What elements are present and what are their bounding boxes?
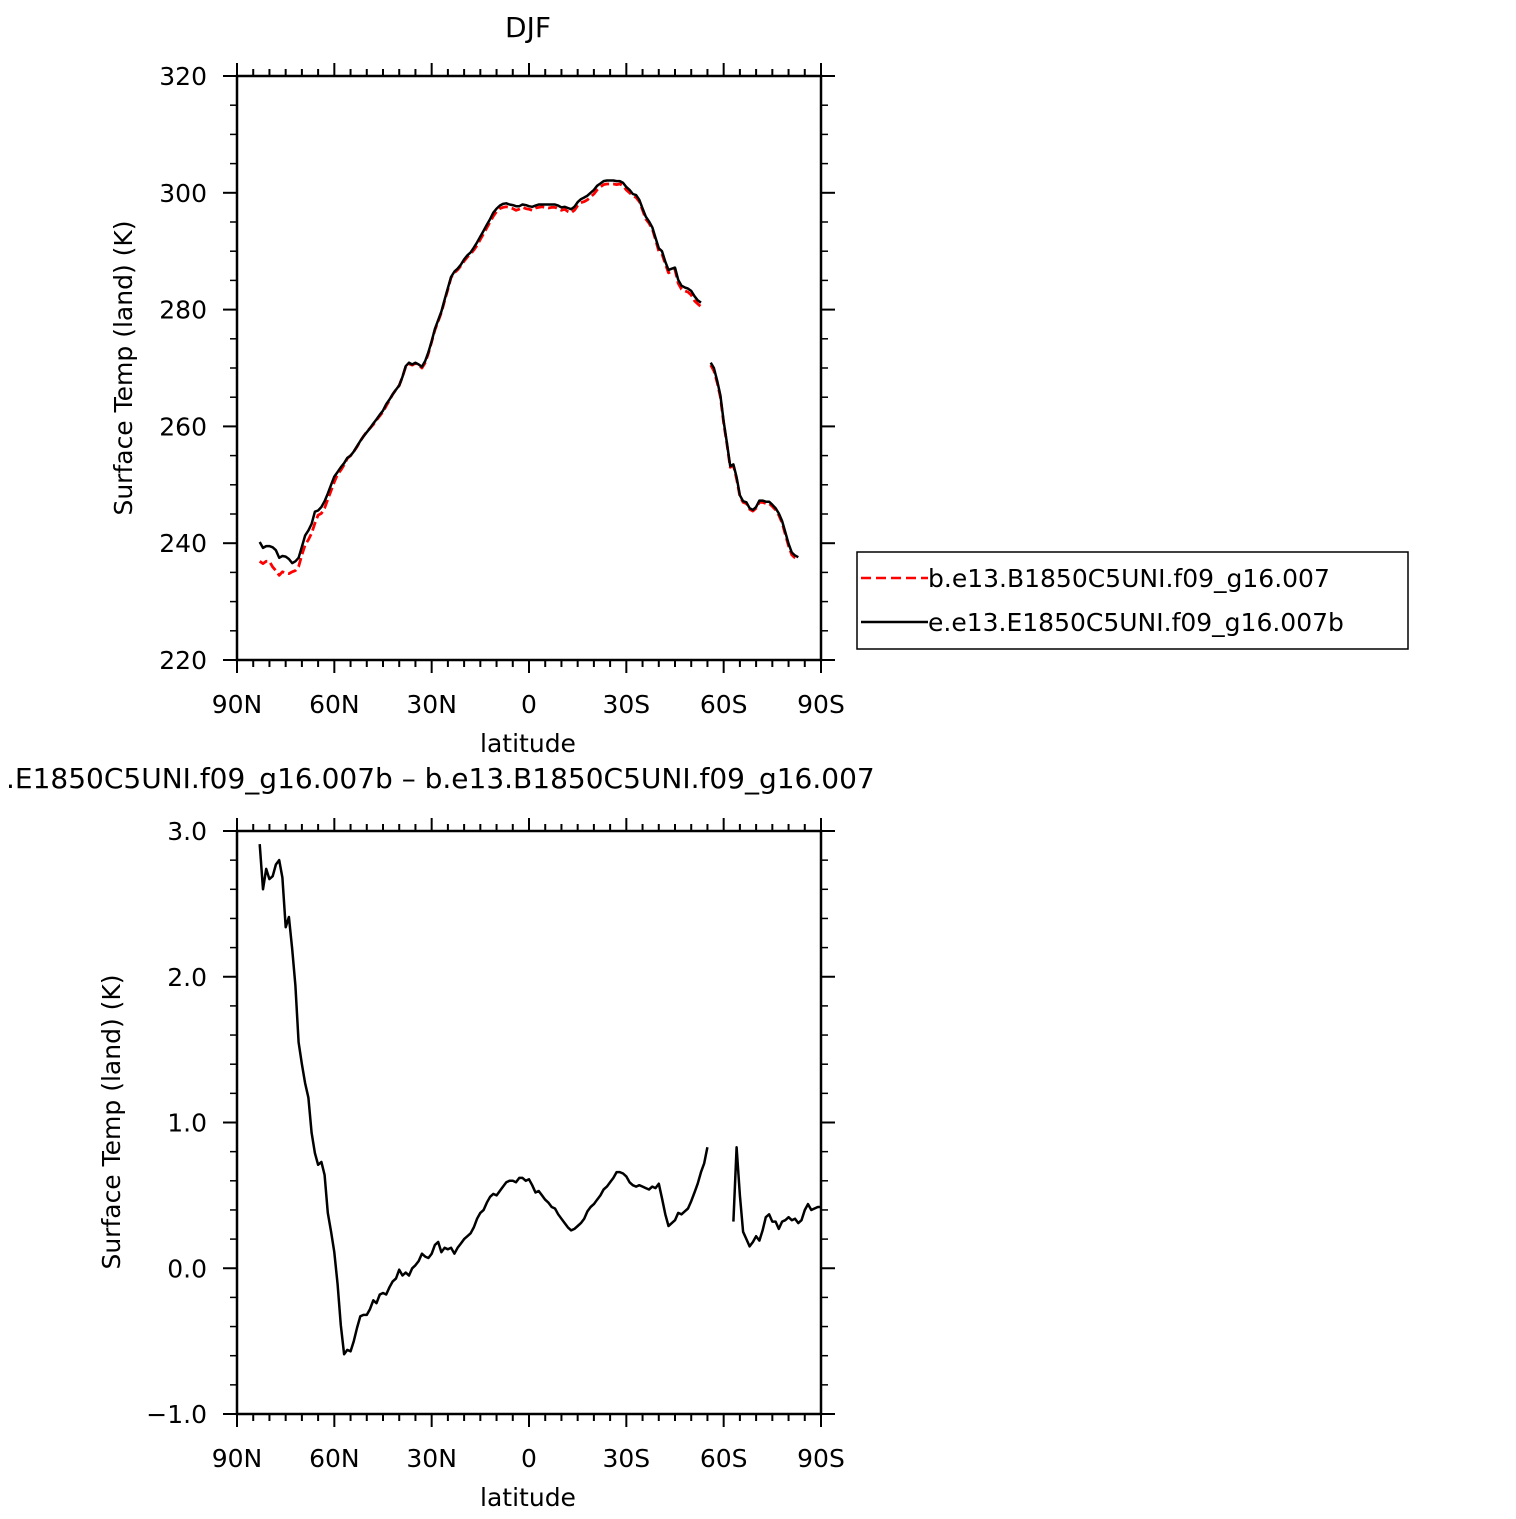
top-x-tick-label: 30N	[406, 690, 457, 719]
bottom-x-tick-label: 90N	[212, 1444, 263, 1473]
bottom-series-0-line	[732, 1146, 821, 1248]
bottom-x-tick-label: 60N	[309, 1444, 360, 1473]
bottom-y-tick-label: 2.0	[167, 963, 207, 992]
top-chart-panel: 90N 60N 30N 0 30S 60S 90S 220 240 260 280 300 320	[159, 62, 845, 719]
top-y-tick-label: 300	[159, 179, 207, 208]
top-y-tick-label: 280	[159, 296, 207, 325]
bottom-x-tick-label: 30N	[406, 1444, 457, 1473]
top-series-1-line	[709, 362, 799, 559]
legend-label-model-b: b.e13.B1850C5UNI.f09_g16.007	[928, 564, 1330, 593]
top-plot-frame	[235, 74, 823, 662]
top-x-tick-label: 90N	[212, 690, 263, 719]
legend-box	[856, 551, 1409, 650]
top-series-0-line	[258, 182, 702, 577]
legend-label-model-e: e.e13.E1850C5UNI.f09_g16.007b	[928, 608, 1344, 637]
top-x-tick-label: 0	[521, 690, 537, 719]
top-y-tick-label: 220	[159, 646, 207, 675]
bottom-chart-title: .E1850C5UNI.f09_g16.007b – b.e13.B1850C5…	[6, 762, 875, 795]
bottom-plot-frame	[235, 829, 823, 1416]
bottom-y-tick-label: 3.0	[167, 817, 207, 846]
bottom-x-tick-label: 30S	[602, 1444, 650, 1473]
top-x-tick-label: 90S	[797, 690, 845, 719]
top-x-tick-label: 30S	[602, 690, 650, 719]
legend: b.e13.B1850C5UNI.f09_g16.007 e.e13.E1850…	[856, 551, 1409, 650]
bottom-x-tick-label: 0	[521, 1444, 537, 1473]
top-series-1-line	[258, 179, 702, 565]
bottom-chart-xlabel: latitude	[480, 1483, 576, 1512]
top-y-tick-label: 240	[159, 529, 207, 558]
top-chart-ylabel: Surface Temp (land) (K)	[109, 220, 138, 515]
bottom-chart-panel: 90N 60N 30N 0 30S 60S 90S −1.0 0.0 1.0 2.0 3.0	[146, 817, 845, 1473]
bottom-y-tick-label: 0.0	[167, 1254, 207, 1283]
top-chart-xlabel: latitude	[480, 729, 576, 758]
bottom-x-tick-label: 60S	[700, 1444, 748, 1473]
top-x-tick-label: 60S	[700, 690, 748, 719]
bottom-chart-ylabel: Surface Temp (land) (K)	[97, 974, 126, 1269]
bottom-y-tick-label: −1.0	[146, 1400, 207, 1429]
top-chart-title: DJF	[505, 11, 551, 44]
bottom-x-tick-label: 90S	[797, 1444, 845, 1473]
bottom-series-0-line	[258, 844, 709, 1356]
bottom-y-tick-label: 1.0	[167, 1109, 207, 1138]
top-y-tick-label: 260	[159, 412, 207, 441]
top-x-tick-label: 60N	[309, 690, 360, 719]
top-y-tick-label: 320	[159, 62, 207, 91]
